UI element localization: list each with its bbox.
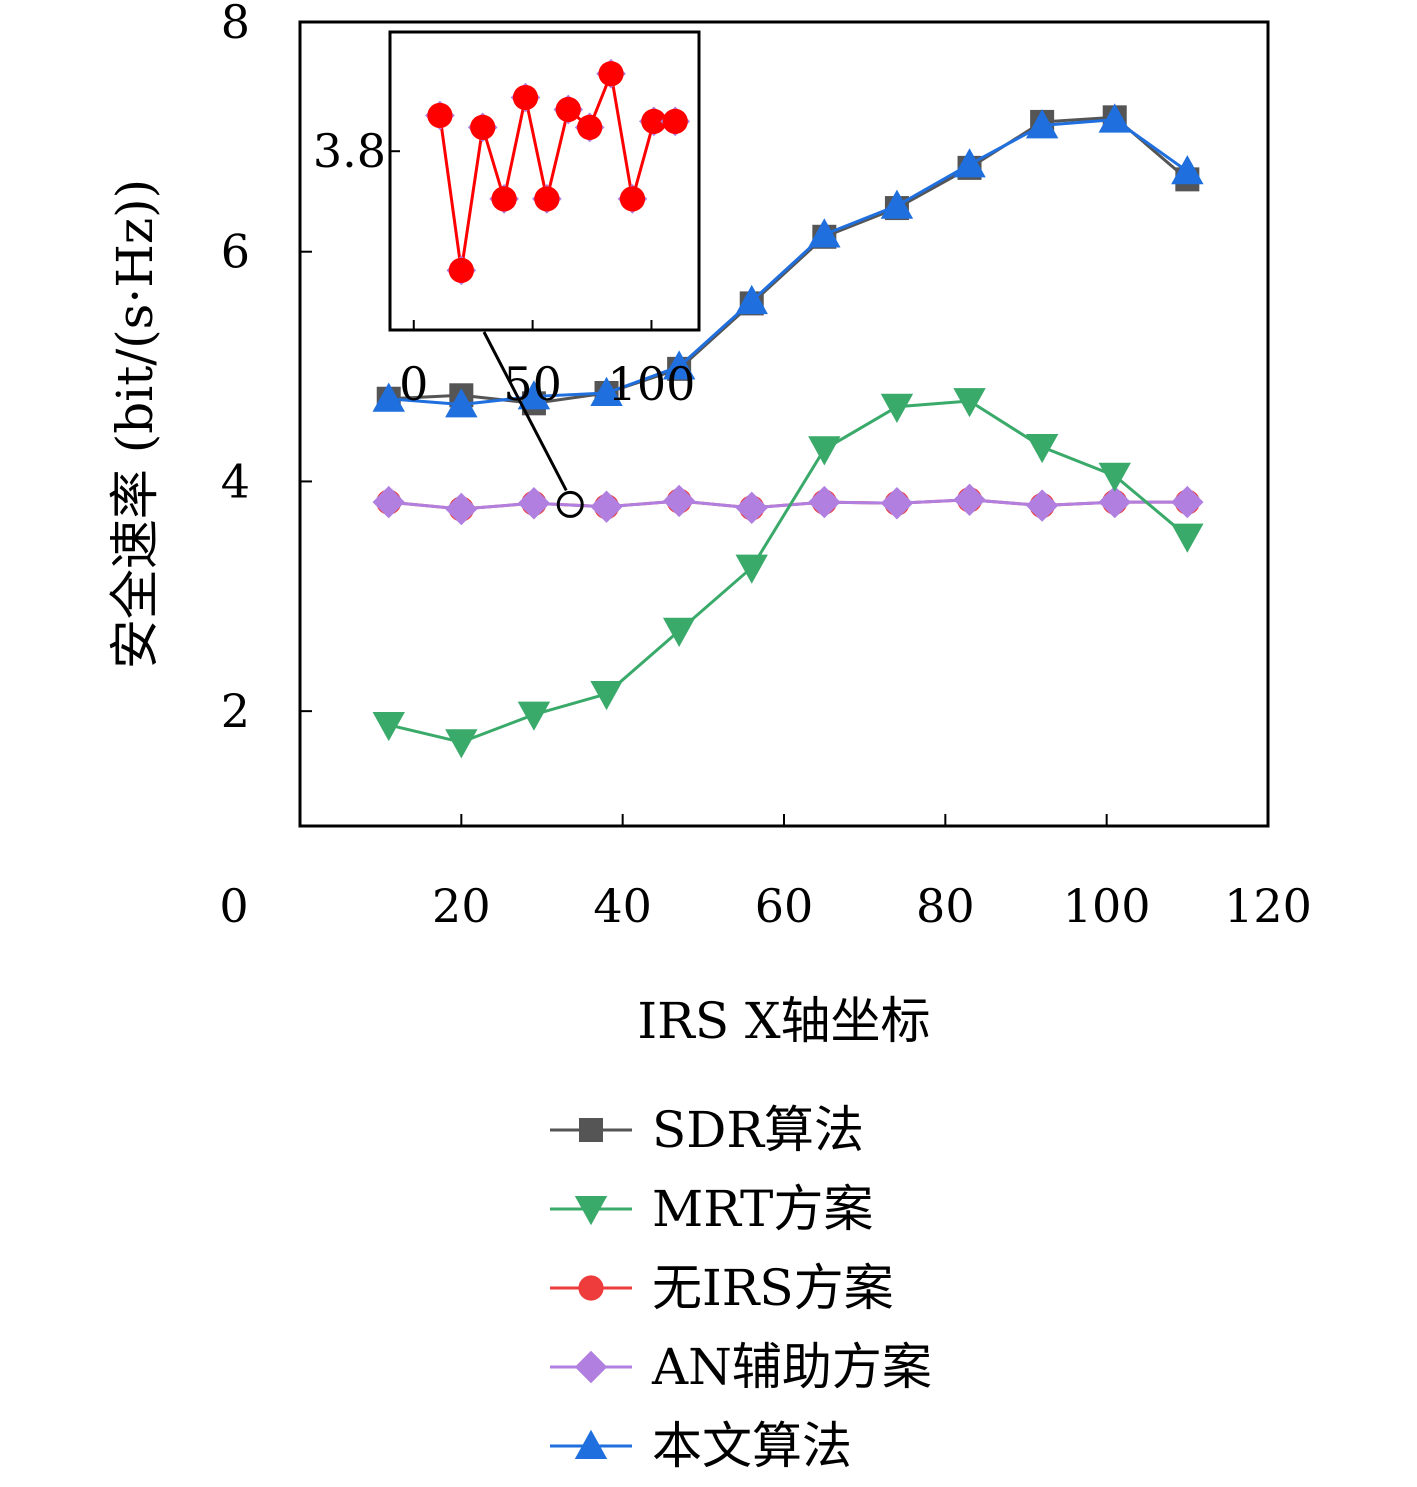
legend-marker (574, 1196, 608, 1226)
legend-marker (574, 1350, 608, 1384)
inset-zoom-plot: 3.8 0 50 100 (313, 30, 701, 411)
inset-data-point (598, 61, 624, 87)
zoom-circle (556, 490, 584, 518)
data-point (1098, 485, 1131, 519)
inset-data-point (470, 114, 496, 140)
data-point (517, 380, 551, 410)
data-point (372, 711, 405, 742)
x-tick-label: 0 (219, 879, 248, 933)
inset-data-point (427, 102, 453, 129)
inset-data-point (641, 108, 667, 134)
data-point (735, 284, 768, 315)
inset-x-tick-label: 0 (399, 357, 428, 411)
x-axis-title: IRS X轴坐标 (637, 992, 930, 1050)
data-point (517, 701, 551, 731)
data-point (1171, 155, 1204, 185)
data-point (808, 436, 841, 466)
y-axis-title: 安全速率 (bit/(s·Hz)) (106, 179, 164, 669)
data-point (590, 490, 623, 523)
data-point (662, 617, 696, 647)
axis-ticks: 0 20 40 60 80 100 120 2 4 6 8 (219, 0, 1312, 933)
y-tick-label: 2 (221, 684, 250, 738)
inset-data-point (577, 114, 603, 140)
x-tick-label: 120 (1224, 879, 1312, 933)
inset-connector (482, 331, 584, 518)
y-tick-label: 6 (221, 225, 250, 279)
data-point (1171, 485, 1204, 519)
data-point (590, 376, 623, 406)
data-point (953, 483, 986, 517)
data-point (372, 485, 405, 519)
data-point (1098, 462, 1131, 492)
y-tick-label: 8 (221, 0, 250, 49)
data-point (445, 729, 478, 759)
legend-label: SDR算法 (652, 1101, 864, 1159)
inset-x-tick-label: 100 (608, 357, 696, 411)
inset-data-point (512, 84, 539, 111)
legend-marker (579, 1118, 603, 1142)
data-point (953, 148, 986, 178)
data-point (1171, 523, 1204, 553)
inset-data-point (619, 186, 646, 212)
legend-label: MRT方案 (652, 1180, 873, 1238)
data-point (1025, 434, 1059, 464)
data-point (517, 487, 551, 520)
series-line (388, 118, 1189, 406)
data-point (662, 484, 696, 518)
data-point (1098, 103, 1131, 133)
data-point (735, 554, 768, 584)
series-line (388, 399, 1189, 744)
data-point (880, 487, 914, 520)
data-point (662, 350, 696, 380)
legend-label: 本文算法 (652, 1417, 852, 1475)
y-tick-label: 4 (221, 454, 250, 508)
inset-data-point (555, 96, 581, 123)
legend-label: AN辅助方案 (651, 1338, 932, 1396)
data-point (880, 189, 914, 219)
data-point (590, 680, 623, 711)
x-tick-label: 20 (432, 879, 491, 933)
inset-data-point (662, 108, 688, 134)
legend-marker (578, 1275, 604, 1301)
x-tick-label: 80 (916, 879, 975, 933)
x-tick-label: 40 (593, 879, 652, 933)
data-point (445, 388, 478, 418)
inset-y-tick-label: 3.8 (313, 124, 386, 178)
data-point (735, 491, 768, 525)
x-tick-label: 100 (1063, 879, 1151, 933)
data-point (808, 218, 841, 248)
data-point (1025, 109, 1059, 139)
inset-data-point (491, 186, 517, 212)
data-point (953, 388, 986, 418)
inset-data-point (448, 257, 474, 283)
x-tick-label: 60 (755, 879, 814, 933)
data-point (880, 393, 914, 423)
inset-series-line (438, 68, 676, 271)
inset-data-point (534, 186, 560, 212)
series-layer (372, 103, 1204, 759)
data-point (808, 485, 841, 519)
data-point (1025, 489, 1059, 522)
inset-x-tick-label: 50 (503, 357, 562, 411)
connector-line (482, 331, 568, 492)
data-point (445, 492, 478, 526)
data-point (372, 382, 405, 412)
legend-label: 无IRS方案 (652, 1259, 894, 1317)
legend-marker (574, 1429, 608, 1459)
